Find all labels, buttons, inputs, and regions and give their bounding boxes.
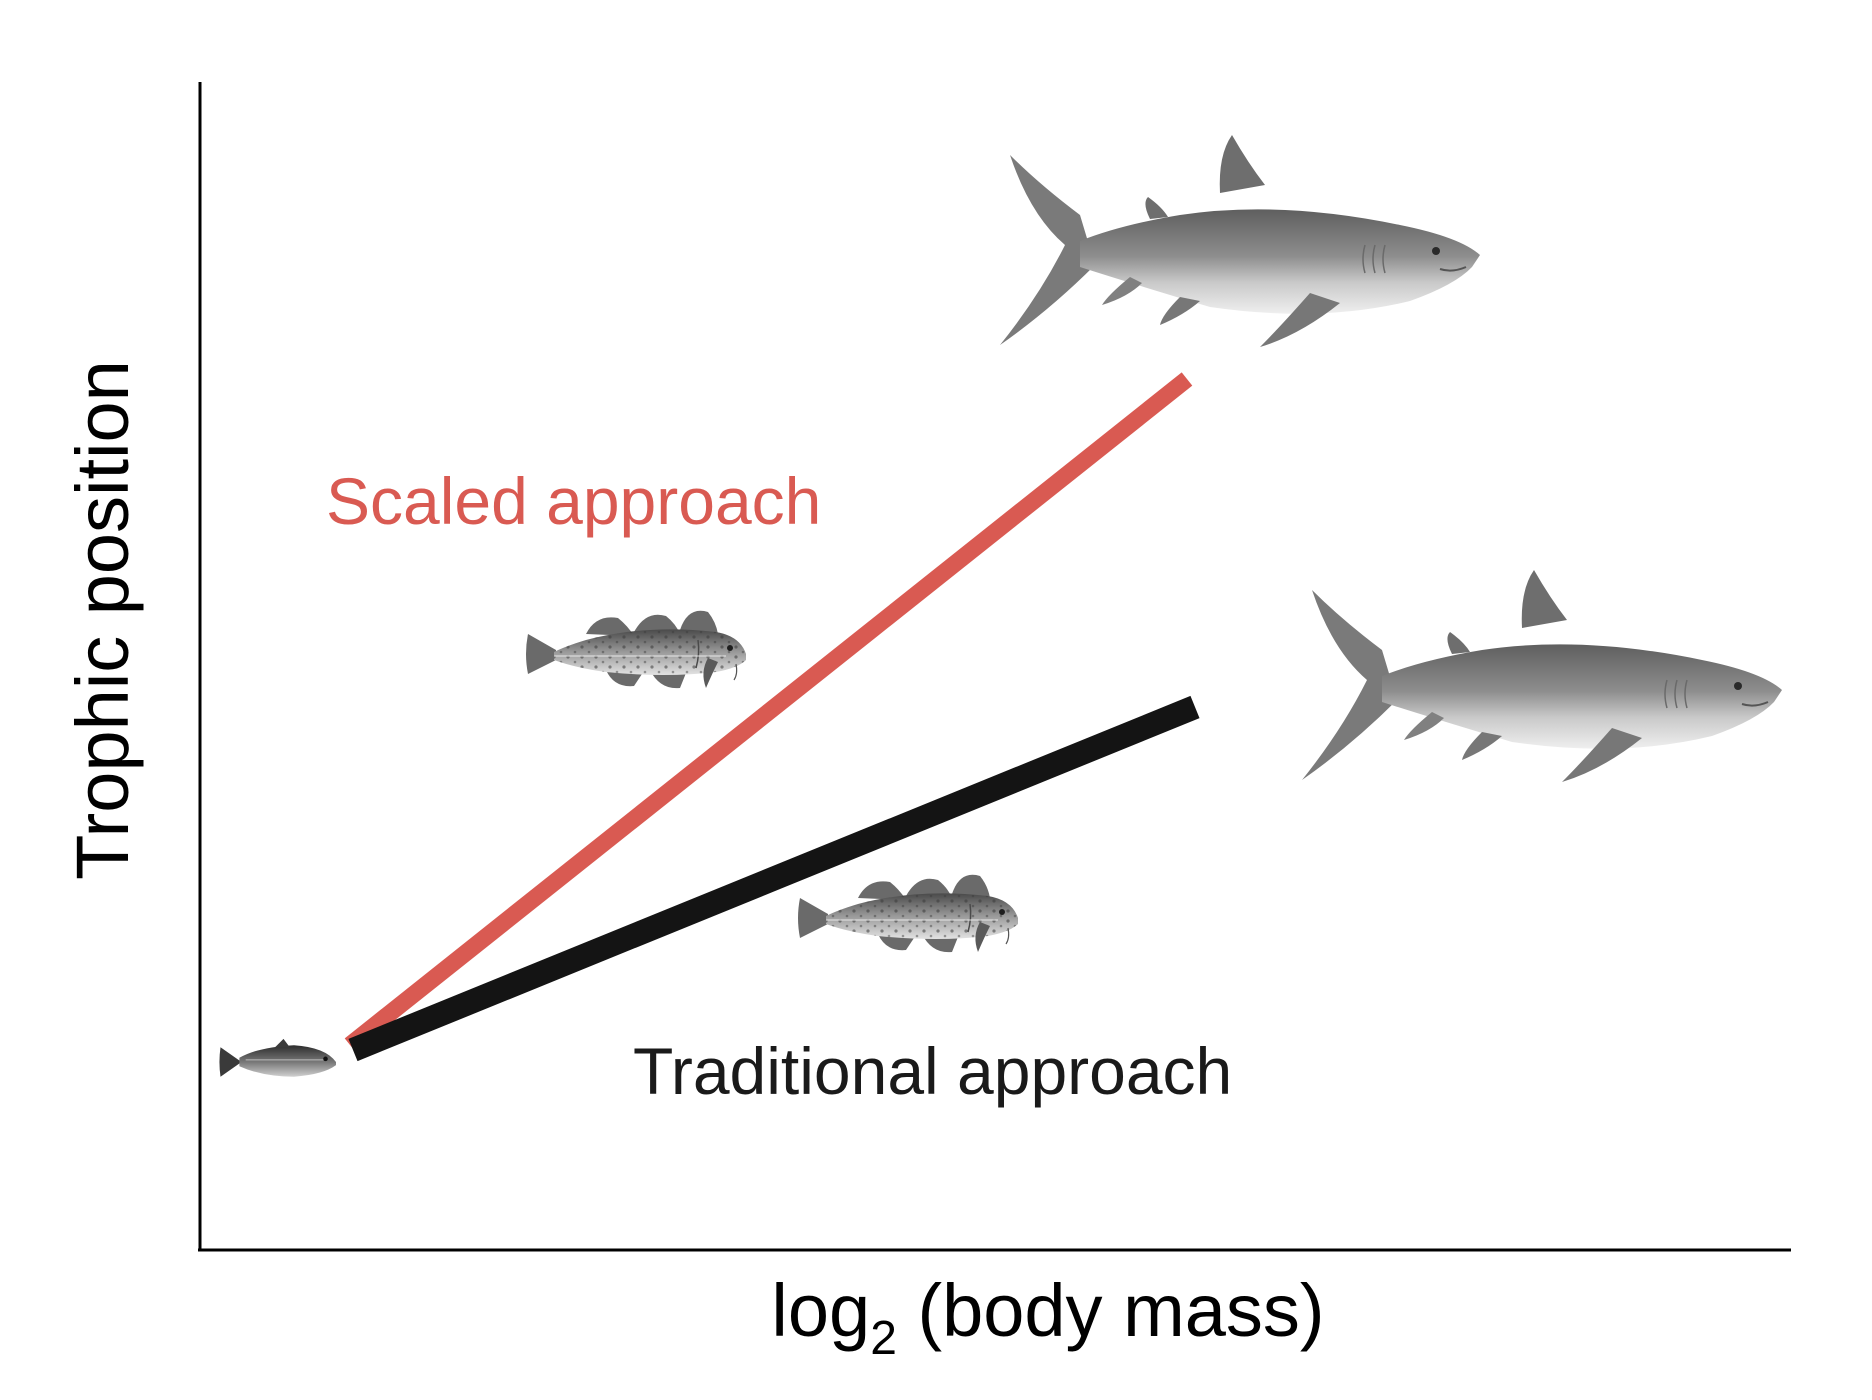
shark-icon-lower	[1301, 569, 1783, 783]
cod-icon-upper	[525, 610, 747, 689]
x-axis-label-subscript: 2	[870, 1312, 897, 1365]
traditional-approach-label: Traditional approach	[633, 1034, 1232, 1108]
x-axis-label-rest: (body mass)	[897, 1269, 1325, 1352]
scaled-approach-line	[344, 372, 1193, 1052]
x-axis-label-base: log	[771, 1269, 870, 1352]
x-axis-label: log2 (body mass)	[771, 1269, 1324, 1365]
herring-icon	[218, 1038, 337, 1078]
y-axis-label: Trophic position	[61, 360, 144, 880]
cod-icon-lower	[797, 874, 1019, 953]
traditional-approach-line	[348, 695, 1200, 1062]
shark-icon-upper	[999, 134, 1481, 348]
scaled-approach-label: Scaled approach	[326, 464, 821, 538]
